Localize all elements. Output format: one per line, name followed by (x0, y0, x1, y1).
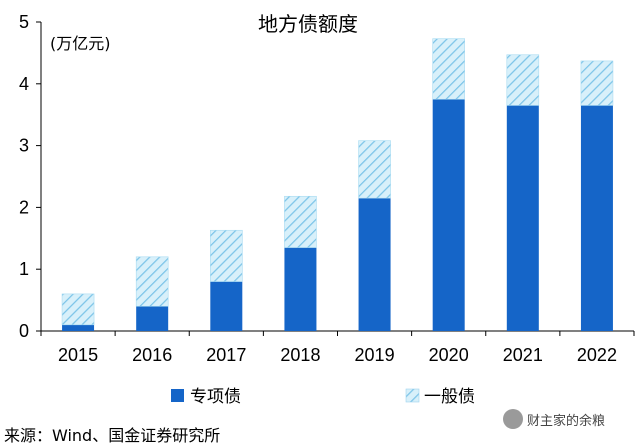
bar-general-bond (358, 140, 391, 199)
bar-special-bond (358, 198, 391, 331)
bar-general-bond (61, 293, 95, 326)
bar-general-bond (580, 60, 614, 106)
watermark-text: 财主家的余粮 (527, 413, 606, 429)
bar-general-bond (210, 229, 243, 282)
chart-title: 地方债额度 (258, 12, 358, 36)
bar-special-bond (62, 324, 95, 331)
legend-label-general: 一般债 (424, 387, 475, 407)
bar-special-bond (284, 247, 317, 331)
bar-special-bond (136, 306, 169, 331)
x-tick-label: 2018 (280, 345, 320, 365)
bars (61, 38, 614, 332)
bar-general-bond (135, 256, 169, 307)
legend-swatch-special (171, 389, 184, 402)
x-tick-label: 2015 (58, 345, 98, 365)
axes: 0 1 2 3 4 5 2015 2016 2017 2018 2019 2020 2021 2022 (19, 12, 635, 365)
x-tick-label: 2021 (503, 345, 543, 365)
legend-label-special: 专项债 (190, 387, 241, 407)
watermark: 财主家的余粮 (503, 406, 637, 432)
y-tick-label: 5 (19, 12, 29, 32)
x-tick-label: 2022 (577, 345, 617, 365)
unit-label: (万亿元) (50, 34, 111, 53)
bar-general-bond (284, 195, 317, 248)
y-tick-label: 1 (19, 259, 29, 279)
x-tick-label: 2020 (429, 345, 469, 365)
bar-general-bond (432, 38, 465, 100)
bar-special-bond (580, 105, 613, 332)
y-tick-label: 0 (19, 321, 29, 341)
source-note: 来源：Wind、国金证券研究所 (4, 426, 221, 445)
y-tick-label: 3 (19, 136, 29, 156)
wechat-icon (503, 409, 523, 429)
y-tick-label: 4 (19, 74, 29, 94)
bar-special-bond (506, 105, 539, 332)
x-tick-label: 2016 (132, 345, 172, 365)
bar-general-bond (506, 54, 540, 106)
legend-swatch-general (405, 388, 420, 403)
x-tick-label: 2017 (206, 345, 246, 365)
x-tick-label: 2019 (355, 345, 395, 365)
y-tick-label: 2 (19, 197, 29, 217)
bar-special-bond (432, 99, 465, 331)
bar-special-bond (210, 281, 243, 331)
legend: 专项债 一般债 (171, 387, 475, 407)
